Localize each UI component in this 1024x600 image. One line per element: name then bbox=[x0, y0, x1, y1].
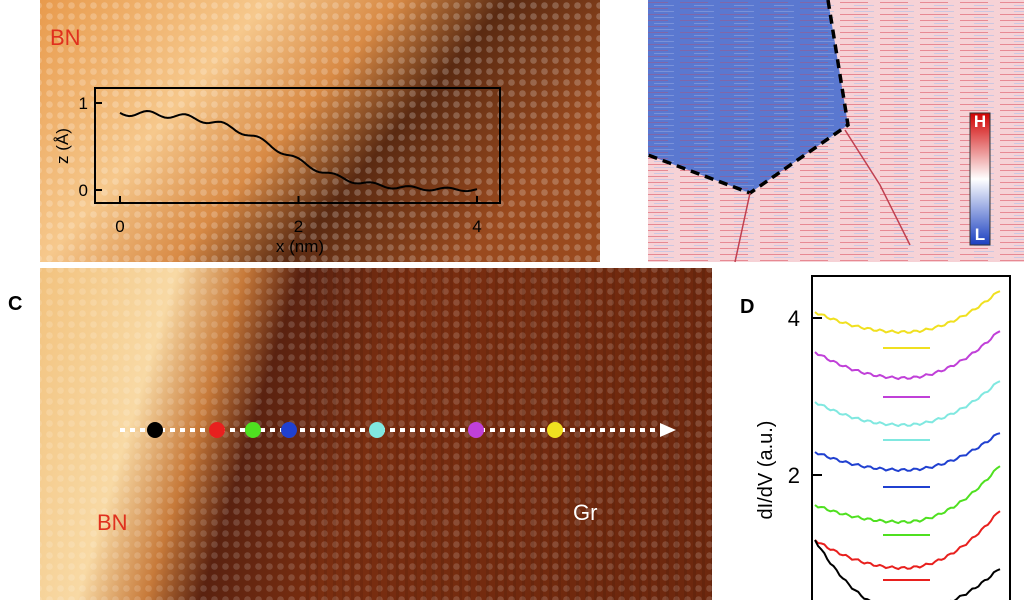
plot-frame bbox=[811, 275, 1011, 600]
spectrum-curve bbox=[814, 330, 1001, 381]
y-tick-label: 2 bbox=[788, 463, 800, 488]
panel-c: C BN Gr bbox=[8, 268, 712, 600]
panel-label: C bbox=[8, 293, 22, 315]
spectrum-curve bbox=[814, 290, 1001, 335]
spot bbox=[281, 422, 297, 438]
inset-axes: 0 2 4 0 1 bbox=[79, 94, 482, 236]
panel-a: BN 0 2 4 0 1 x (nm) z (Å) bbox=[40, 0, 600, 262]
moire bbox=[300, 268, 712, 600]
x-tick-label: 0 bbox=[115, 217, 124, 236]
spot bbox=[245, 422, 261, 438]
x-tick-label: 2 bbox=[294, 217, 303, 236]
domain-texture bbox=[648, 0, 848, 193]
x-axis-label: x (nm) bbox=[276, 237, 324, 256]
spectrum-curve bbox=[814, 432, 1001, 473]
domain-boundary bbox=[647, 0, 850, 195]
spectra bbox=[814, 290, 1001, 600]
spot bbox=[147, 422, 163, 438]
height-profile bbox=[119, 109, 478, 193]
spectrum-curve bbox=[814, 380, 1001, 428]
d-axes: 24 bbox=[788, 306, 822, 488]
colorbar-high: H bbox=[974, 112, 986, 131]
y-tick-label: 0 bbox=[79, 181, 88, 200]
gr-label: Gr bbox=[573, 500, 597, 525]
bn-label: BN bbox=[97, 510, 128, 535]
y-axis-label: z (Å) bbox=[53, 128, 72, 164]
spot bbox=[209, 422, 225, 438]
y-tick-label: 1 bbox=[79, 94, 88, 113]
wrinkle bbox=[734, 129, 911, 263]
panel-d: D 24 dI/dV (a.u.) bbox=[740, 275, 1011, 600]
bn-label: BN bbox=[50, 25, 81, 50]
x-tick-label: 4 bbox=[472, 217, 481, 236]
panel-label: D bbox=[740, 296, 754, 318]
colorbar bbox=[969, 112, 991, 246]
spectrum-curve bbox=[814, 539, 1001, 600]
spot bbox=[468, 422, 484, 438]
y-axis-label: dI/dV (a.u.) bbox=[755, 421, 777, 520]
spot bbox=[547, 422, 563, 438]
lattice bbox=[40, 0, 600, 262]
y-tick-label: 4 bbox=[788, 306, 800, 331]
arrow-head bbox=[660, 423, 676, 437]
colorbar-low: L bbox=[975, 225, 985, 244]
spot bbox=[369, 422, 385, 438]
panel-b: H L bbox=[647, 0, 1024, 263]
spectrum-curve bbox=[814, 465, 1001, 525]
spectrum-curve bbox=[814, 510, 1001, 571]
